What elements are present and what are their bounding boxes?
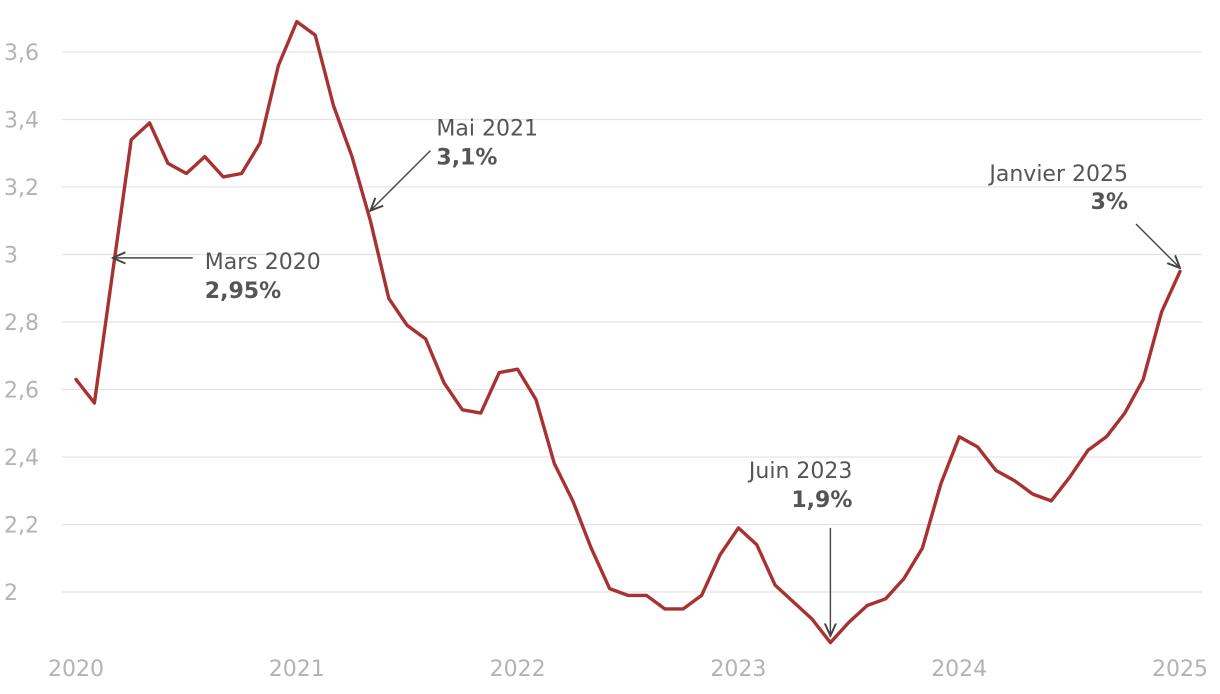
annotation-arrow: [1135, 223, 1180, 268]
annotation-arrow: [370, 150, 431, 211]
x-tick-label: 2020: [48, 657, 104, 682]
x-tick-label: 2021: [269, 657, 325, 682]
series-line-0: [74, 19, 1182, 645]
series: [74, 19, 1182, 645]
y-tick-label: 2,2: [4, 514, 39, 539]
x-tick-label: 2022: [490, 657, 546, 682]
y-tick-label: 2: [4, 581, 18, 606]
annotations: Mars 2020 2,95% Mai 2021 3,1% Juin 2023 1,9% J…: [113, 117, 1180, 636]
annotation-value: 2,95%: [205, 279, 281, 304]
annotation-label: Mai 2021: [436, 117, 538, 142]
annotation-label: Juin 2023: [747, 459, 852, 484]
y-tick-label: 2,6: [4, 379, 39, 404]
annotation-label: Mars 2020: [205, 250, 321, 275]
y-tick-label: 3,6: [4, 41, 39, 66]
annotation-value: 3%: [1091, 190, 1128, 215]
y-tick-label: 3,4: [4, 109, 39, 134]
x-tick-label: 2023: [710, 657, 766, 682]
x-tick-label: 2025: [1152, 657, 1208, 682]
y-tick-label: 2,8: [4, 311, 39, 336]
annotation-label: Janvier 2025: [987, 162, 1128, 187]
axes: 2 2,2 2,4 2,6 2,8 3 3,2 3,4 3,6 2020 2021 2022 2023 2…: [4, 41, 1208, 682]
y-tick-label: 2,4: [4, 446, 39, 471]
y-tick-label: 3,2: [4, 176, 39, 201]
grid: [62, 51, 1202, 593]
annotation-value: 1,9%: [791, 488, 852, 513]
x-tick-label: 2024: [931, 657, 987, 682]
y-tick-label: 3: [4, 244, 18, 269]
annotation-value: 3,1%: [436, 146, 497, 171]
